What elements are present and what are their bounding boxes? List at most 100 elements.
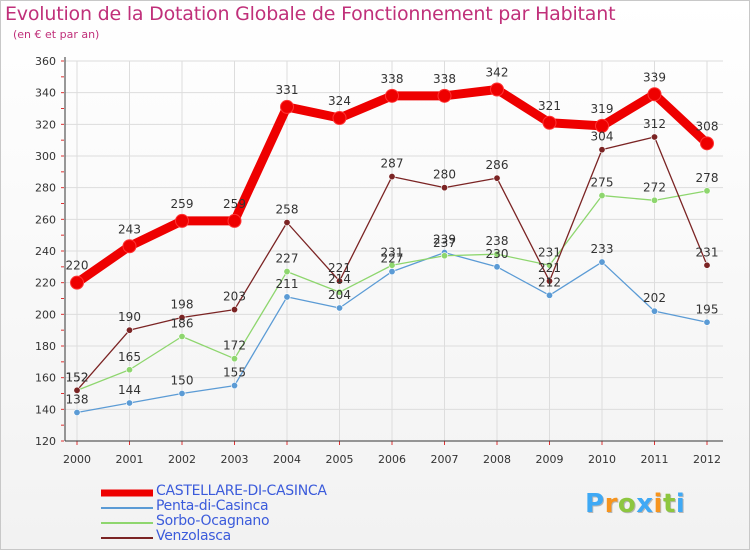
y-axis-ticks: 120 140 160 180 200 220 240 260 280 300 320 340 360	[35, 55, 56, 448]
data-point	[126, 326, 134, 334]
data-label: 227	[276, 252, 299, 266]
data-label: 321	[538, 99, 561, 113]
data-label: 231	[696, 245, 719, 259]
data-point	[178, 389, 186, 397]
data-point	[283, 268, 291, 276]
x-tick-label: 2000	[63, 453, 91, 466]
data-label: 230	[486, 247, 509, 261]
data-label: 204	[328, 288, 351, 302]
data-point	[178, 332, 186, 340]
data-label: 280	[433, 168, 456, 182]
data-point	[335, 277, 343, 285]
x-axis-ticks: 2000 2001 2002 2003 2004 2005 2006 2007 2008 2009…	[63, 453, 721, 466]
data-point	[703, 187, 711, 195]
y-tick-label: 140	[35, 403, 56, 416]
x-tick-label: 2011	[641, 453, 669, 466]
data-point	[490, 82, 504, 97]
logo-letter: i	[653, 489, 663, 519]
data-point	[283, 219, 291, 227]
data-label: 331	[276, 83, 299, 97]
data-point	[595, 118, 609, 133]
data-label: 272	[643, 180, 666, 194]
y-tick-label: 360	[35, 55, 56, 68]
legend-label-venzolasca: Venzolasca	[156, 528, 231, 544]
data-label: 221	[328, 261, 351, 275]
data-label: 342	[486, 66, 509, 80]
data-point	[437, 88, 452, 103]
data-label: 231	[538, 245, 561, 259]
data-point	[650, 196, 658, 204]
data-point	[647, 87, 662, 102]
data-point	[335, 288, 343, 296]
data-point	[388, 173, 396, 181]
data-label: 238	[486, 234, 509, 248]
x-tick-label: 2003	[221, 453, 249, 466]
data-point	[650, 133, 658, 141]
legend-swatch-venzolasca	[101, 536, 153, 539]
legend-swatch-penta	[101, 506, 153, 509]
data-label: 312	[643, 117, 666, 131]
data-label: 237	[433, 236, 456, 250]
y-tick-label: 240	[35, 245, 56, 258]
data-point	[493, 250, 501, 258]
data-label: 198	[171, 298, 194, 312]
y-tick-label: 160	[35, 372, 56, 385]
data-label: 287	[381, 157, 404, 171]
data-point	[231, 306, 239, 314]
chart-subtitle: (en € et par an)	[13, 28, 100, 41]
data-point	[542, 115, 557, 130]
x-tick-label: 2009	[536, 453, 564, 466]
data-point	[700, 136, 714, 151]
x-tick-label: 2006	[378, 453, 406, 466]
data-point	[178, 313, 186, 321]
data-label: 138	[66, 393, 89, 407]
y-tick-label: 340	[35, 87, 56, 100]
legend-label-castellare: CASTELLARE-DI-CASINCA	[156, 483, 327, 499]
data-label: 165	[118, 350, 141, 364]
legend-swatch-sorbo	[101, 521, 153, 524]
data-point	[70, 275, 84, 290]
logo-letter: x	[636, 489, 654, 519]
x-tick-label: 2007	[431, 453, 459, 466]
axes	[61, 57, 723, 445]
data-point	[175, 213, 189, 228]
data-label: 278	[696, 171, 719, 185]
data-label: 258	[276, 203, 299, 217]
x-tick-label: 2008	[483, 453, 511, 466]
x-tick-label: 2010	[588, 453, 616, 466]
grid	[65, 60, 723, 442]
logo-letter: P	[585, 489, 605, 519]
data-label: 324	[328, 94, 351, 108]
legend-swatch-castellare	[101, 489, 153, 496]
data-label: 186	[171, 317, 194, 331]
data-point	[126, 366, 134, 374]
y-tick-label: 220	[35, 277, 56, 290]
data-label: 220	[66, 259, 89, 273]
data-label: 211	[276, 277, 299, 291]
data-labels-layer: 138 144 150 155 211 204 227 239 230 212 233 202 195 1…	[66, 66, 719, 407]
y-tick-label: 280	[35, 182, 56, 195]
data-label: 259	[223, 197, 246, 211]
data-label: 308	[696, 119, 719, 133]
data-label: 202	[643, 291, 666, 305]
data-point	[227, 213, 242, 228]
data-label: 239	[433, 233, 456, 247]
data-label: 259	[171, 197, 194, 211]
data-label: 286	[486, 158, 509, 172]
data-point	[598, 258, 606, 266]
data-label: 172	[223, 339, 246, 353]
data-label: 338	[433, 72, 456, 86]
data-label: 195	[696, 302, 719, 316]
data-point	[440, 252, 448, 260]
data-label: 144	[118, 383, 141, 397]
data-point	[545, 291, 553, 299]
data-point	[440, 184, 448, 192]
data-point	[122, 239, 137, 254]
data-label: 233	[591, 242, 614, 256]
data-label: 150	[171, 374, 194, 388]
x-tick-label: 2001	[116, 453, 144, 466]
data-point	[545, 261, 553, 269]
data-point	[703, 318, 711, 326]
data-point	[493, 263, 501, 271]
